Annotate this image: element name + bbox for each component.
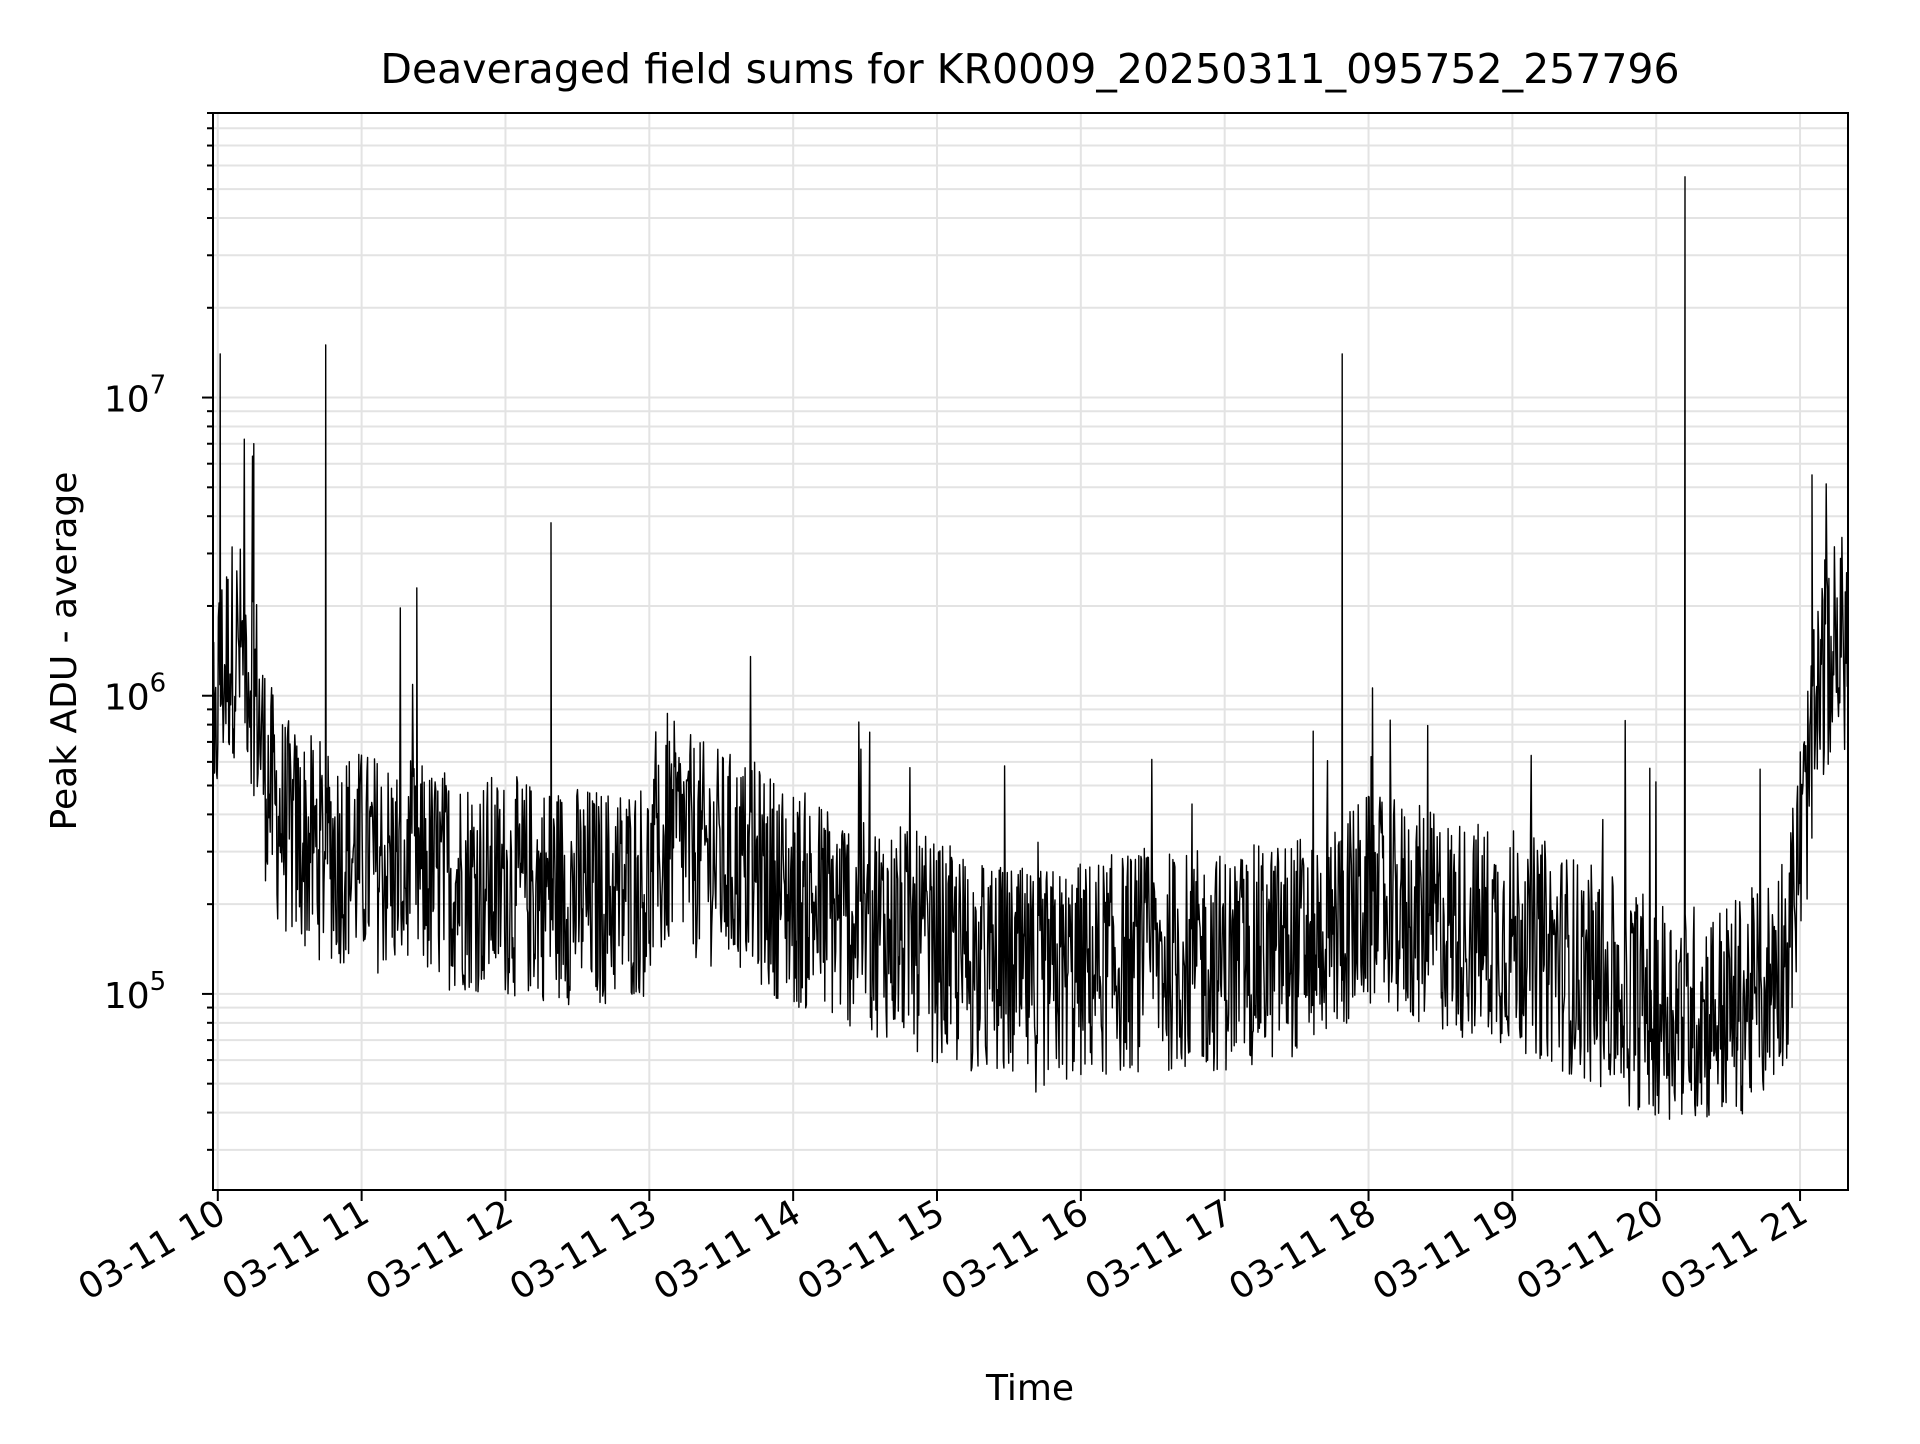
chart-title: Deaveraged field sums for KR0009_2025031… — [380, 45, 1679, 93]
y-axis-label: Peak ADU - average — [44, 472, 85, 831]
y-tick-base: 10 — [104, 678, 150, 719]
y-tick-base: 10 — [104, 380, 150, 421]
plot-frame — [212, 112, 1849, 1191]
series-line — [212, 176, 1849, 1120]
y-tick-label: 107 — [104, 371, 166, 421]
y-tick-exponent: 6 — [150, 669, 167, 699]
series-layer — [212, 176, 1849, 1120]
y-tick-exponent: 7 — [150, 371, 167, 401]
x-axis-label: Time — [985, 1368, 1074, 1409]
y-tick-exponent: 5 — [150, 967, 167, 997]
y-tick-label: 106 — [104, 669, 166, 719]
y-tick-base: 10 — [104, 976, 150, 1017]
y-tick-label: 105 — [104, 967, 166, 1017]
